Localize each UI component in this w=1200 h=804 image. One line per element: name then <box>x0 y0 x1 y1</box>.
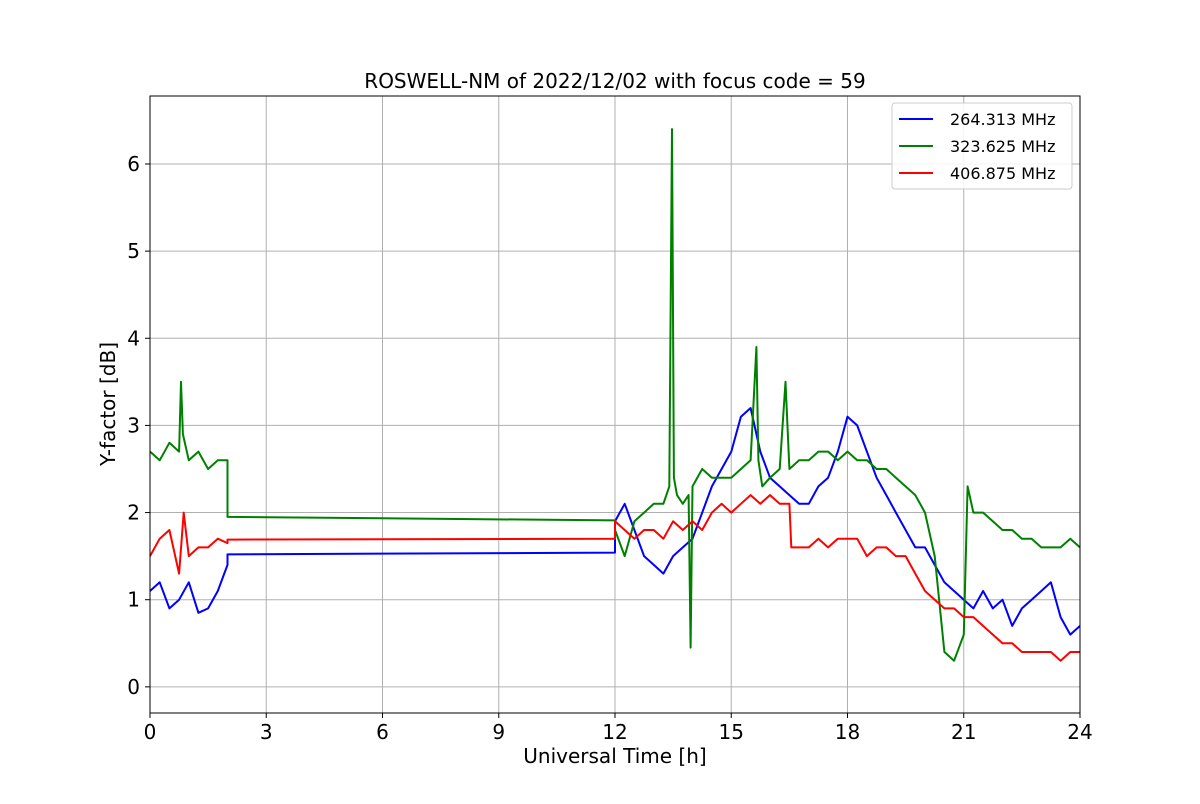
y-tick-label: 1 <box>127 588 140 612</box>
legend-label: 406.875 MHz <box>950 164 1055 183</box>
legend-label: 264.313 MHz <box>950 110 1055 129</box>
x-tick-label: 6 <box>376 720 389 744</box>
x-tick-label: 0 <box>144 720 157 744</box>
y-tick-label: 3 <box>127 413 140 437</box>
x-tick-label: 15 <box>719 720 744 744</box>
y-tick-label: 2 <box>127 501 140 525</box>
x-tick-label: 9 <box>492 720 505 744</box>
x-axis-label: Universal Time [h] <box>523 744 706 768</box>
x-tick-label: 24 <box>1067 720 1092 744</box>
x-tick-label: 3 <box>260 720 273 744</box>
legend-label: 323.625 MHz <box>950 137 1055 156</box>
series-line-1 <box>149 128 1081 662</box>
y-tick-label: 0 <box>127 675 140 699</box>
x-tick-label: 21 <box>951 720 976 744</box>
legend-box <box>891 102 1073 190</box>
chart-title: ROSWELL-NM of 2022/12/02 with focus code… <box>364 69 865 93</box>
y-axis-label: Y-factor [dB] <box>96 342 120 467</box>
series-layer <box>149 128 1081 662</box>
series-line-2 <box>149 494 1080 662</box>
y-tick-label: 5 <box>127 239 140 263</box>
y-tick-label: 6 <box>127 152 140 176</box>
legend: 264.313 MHz 323.625 MHz 406.875 MHz <box>891 102 1073 190</box>
legend-items: 264.313 MHz 323.625 MHz 406.875 MHz <box>899 110 1055 183</box>
x-tick-label: 18 <box>835 720 860 744</box>
x-tick-label: 12 <box>602 720 627 744</box>
y-tick-label: 4 <box>127 326 140 350</box>
series-line-0 <box>149 407 1081 636</box>
